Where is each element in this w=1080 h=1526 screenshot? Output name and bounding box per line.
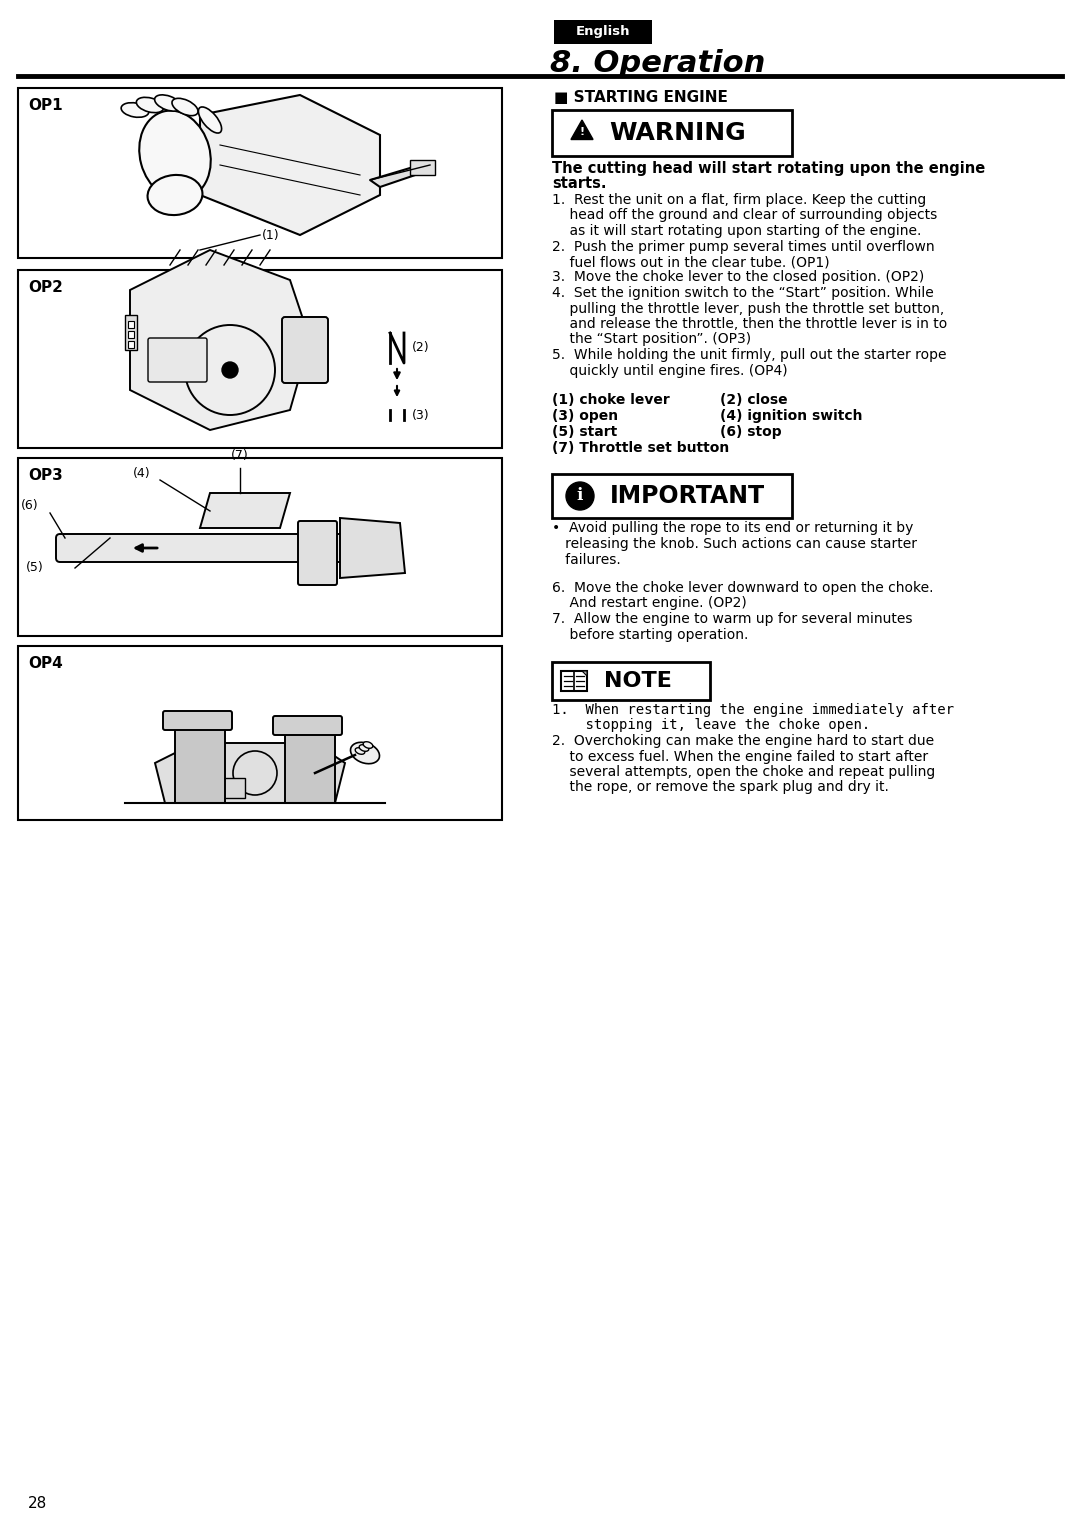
Text: several attempts, open the choke and repeat pulling: several attempts, open the choke and rep…	[552, 765, 935, 778]
Ellipse shape	[139, 110, 211, 200]
Text: WARNING: WARNING	[609, 121, 746, 145]
Ellipse shape	[121, 102, 149, 118]
Ellipse shape	[154, 95, 181, 111]
FancyBboxPatch shape	[129, 331, 134, 337]
Text: (7): (7)	[231, 450, 248, 462]
Ellipse shape	[351, 742, 379, 763]
Text: •  Avoid pulling the rope to its end or returning it by: • Avoid pulling the rope to its end or r…	[552, 520, 914, 536]
Polygon shape	[130, 250, 310, 430]
Text: OP1: OP1	[28, 99, 63, 113]
Ellipse shape	[136, 98, 164, 113]
Text: 28: 28	[28, 1495, 48, 1511]
FancyBboxPatch shape	[554, 20, 652, 44]
FancyBboxPatch shape	[163, 711, 232, 729]
Polygon shape	[340, 517, 405, 578]
Text: to excess fuel. When the engine failed to start after: to excess fuel. When the engine failed t…	[552, 749, 928, 763]
Text: fuel flows out in the clear tube. (OP1): fuel flows out in the clear tube. (OP1)	[552, 255, 829, 269]
Text: (5): (5)	[26, 562, 44, 574]
Ellipse shape	[355, 748, 365, 754]
Ellipse shape	[360, 745, 368, 751]
Text: English: English	[576, 26, 631, 38]
FancyBboxPatch shape	[298, 520, 337, 584]
Text: OP2: OP2	[28, 281, 63, 296]
Text: (6) stop: (6) stop	[720, 426, 782, 439]
Polygon shape	[200, 95, 380, 235]
Text: !: !	[580, 127, 584, 137]
Text: 1.  When restarting the engine immediately after: 1. When restarting the engine immediatel…	[552, 703, 954, 717]
Ellipse shape	[363, 742, 373, 748]
Ellipse shape	[199, 107, 221, 133]
Text: OP3: OP3	[28, 468, 63, 484]
Text: 8. Operation: 8. Operation	[550, 49, 766, 78]
FancyBboxPatch shape	[125, 314, 137, 349]
Text: head off the ground and clear of surrounding objects: head off the ground and clear of surroun…	[552, 209, 937, 223]
Text: 3.  Move the choke lever to the closed position. (OP2): 3. Move the choke lever to the closed po…	[552, 270, 924, 284]
Text: ■ STARTING ENGINE: ■ STARTING ENGINE	[554, 90, 728, 104]
FancyBboxPatch shape	[205, 778, 245, 798]
Text: (2) close: (2) close	[720, 394, 787, 407]
Text: (5) start: (5) start	[552, 426, 618, 439]
Ellipse shape	[148, 175, 202, 215]
Text: NOTE: NOTE	[604, 671, 672, 691]
Text: (4): (4)	[133, 467, 151, 479]
Polygon shape	[571, 121, 593, 139]
FancyBboxPatch shape	[18, 89, 502, 258]
Polygon shape	[175, 719, 225, 803]
Text: starts.: starts.	[552, 175, 607, 191]
Text: The cutting head will start rotating upon the engine: The cutting head will start rotating upo…	[552, 160, 985, 175]
Text: i: i	[577, 487, 583, 504]
FancyBboxPatch shape	[282, 317, 328, 383]
FancyBboxPatch shape	[410, 160, 435, 175]
Text: 1.  Rest the unit on a flat, firm place. Keep the cutting: 1. Rest the unit on a flat, firm place. …	[552, 192, 927, 208]
Polygon shape	[370, 165, 430, 188]
FancyBboxPatch shape	[552, 475, 792, 517]
FancyBboxPatch shape	[18, 645, 502, 819]
Text: And restart engine. (OP2): And restart engine. (OP2)	[552, 597, 746, 610]
Text: OP4: OP4	[28, 656, 63, 671]
Polygon shape	[200, 493, 291, 528]
Text: (7) Throttle set button: (7) Throttle set button	[552, 441, 729, 455]
Circle shape	[566, 482, 594, 510]
Polygon shape	[582, 671, 588, 676]
Text: pulling the throttle lever, push the throttle set button,: pulling the throttle lever, push the thr…	[552, 302, 944, 316]
Text: (4) ignition switch: (4) ignition switch	[720, 409, 863, 423]
FancyBboxPatch shape	[552, 110, 792, 156]
Text: 6.  Move the choke lever downward to open the choke.: 6. Move the choke lever downward to open…	[552, 581, 933, 595]
Text: the “Start position”. (OP3): the “Start position”. (OP3)	[552, 333, 751, 346]
FancyBboxPatch shape	[56, 534, 345, 562]
Text: (6): (6)	[22, 499, 39, 513]
Text: 2.  Overchoking can make the engine hard to start due: 2. Overchoking can make the engine hard …	[552, 734, 934, 748]
Text: 7.  Allow the engine to warm up for several minutes: 7. Allow the engine to warm up for sever…	[552, 612, 913, 626]
FancyBboxPatch shape	[148, 337, 207, 382]
Polygon shape	[285, 720, 335, 803]
Text: 2.  Push the primer pump several times until overflown: 2. Push the primer pump several times un…	[552, 240, 934, 253]
FancyBboxPatch shape	[18, 458, 502, 636]
Text: 4.  Set the ignition switch to the “Start” position. While: 4. Set the ignition switch to the “Start…	[552, 285, 934, 301]
Text: releasing the knob. Such actions can cause starter: releasing the knob. Such actions can cau…	[552, 537, 917, 551]
Text: before starting operation.: before starting operation.	[552, 627, 748, 641]
Polygon shape	[156, 743, 345, 803]
FancyBboxPatch shape	[552, 662, 710, 700]
Text: (3) open: (3) open	[552, 409, 618, 423]
Text: (2): (2)	[411, 342, 430, 354]
FancyBboxPatch shape	[273, 716, 342, 736]
Text: as it will start rotating upon starting of the engine.: as it will start rotating upon starting …	[552, 224, 921, 238]
FancyBboxPatch shape	[129, 340, 134, 348]
FancyBboxPatch shape	[561, 671, 588, 691]
Ellipse shape	[172, 98, 198, 116]
FancyBboxPatch shape	[18, 270, 502, 449]
FancyBboxPatch shape	[129, 320, 134, 328]
Text: IMPORTANT: IMPORTANT	[610, 484, 765, 508]
Text: 5.  While holding the unit firmly, pull out the starter rope: 5. While holding the unit firmly, pull o…	[552, 348, 946, 362]
Text: quickly until engine fires. (OP4): quickly until engine fires. (OP4)	[552, 363, 787, 377]
Circle shape	[222, 362, 238, 378]
Text: the rope, or remove the spark plug and dry it.: the rope, or remove the spark plug and d…	[552, 780, 889, 795]
Text: (1): (1)	[262, 229, 280, 241]
Text: and release the throttle, then the throttle lever is in to: and release the throttle, then the throt…	[552, 317, 947, 331]
Text: (1) choke lever: (1) choke lever	[552, 394, 670, 407]
Text: stopping it, leave the choke open.: stopping it, leave the choke open.	[552, 719, 870, 732]
Text: (3): (3)	[411, 409, 430, 421]
Text: failures.: failures.	[552, 552, 621, 568]
